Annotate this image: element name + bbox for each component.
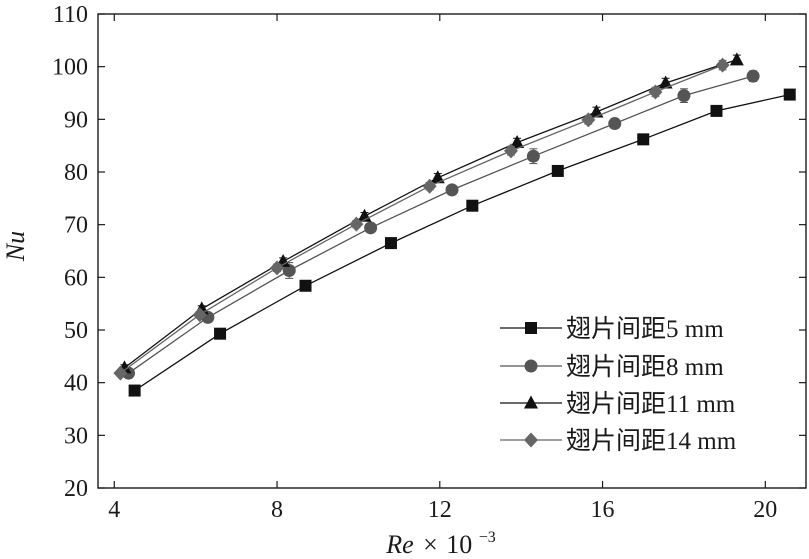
y-tick-label: 20 [64, 476, 88, 502]
circle-marker [524, 359, 538, 373]
y-tick-label: 100 [52, 55, 88, 81]
legend-item-5mm: 翅片间距5 mm [500, 315, 724, 343]
legend-box [498, 312, 784, 464]
circle-marker [608, 117, 622, 131]
series-square [128, 88, 796, 397]
x-axis-title-main: Re [385, 530, 413, 559]
square-marker [525, 322, 537, 334]
square-marker [783, 88, 796, 101]
circle-marker [282, 263, 296, 277]
diamond-marker [113, 365, 128, 381]
x-axis-title-times: × [423, 530, 438, 559]
diamond-marker [349, 216, 364, 232]
legend-marker-diamond [524, 432, 538, 448]
triangle-marker [524, 395, 538, 409]
square-marker [128, 384, 141, 397]
diamond-marker [192, 307, 207, 323]
legend-label-5mm: 翅片间距5 mm [566, 315, 724, 343]
x-tick-label: 20 [753, 497, 777, 523]
y-tick-label: 50 [64, 318, 88, 344]
legend-marker-triangle [524, 395, 538, 409]
circle-marker [677, 89, 691, 103]
diamond-marker [422, 178, 437, 194]
y-axis-ticks: 20 30 40 50 60 70 80 90 100 110 [52, 2, 806, 502]
square-marker [299, 279, 312, 292]
square-marker [637, 133, 650, 146]
series-diamond [113, 57, 730, 381]
diamond-marker [270, 260, 285, 276]
square-marker [551, 164, 564, 177]
legend-label-8mm: 翅片间距8 mm [566, 353, 724, 381]
x-axis-ticks: 4 8 12 16 20 [108, 14, 777, 523]
square-marker [214, 327, 227, 340]
plot-border [97, 13, 807, 489]
y-tick-label: 60 [64, 265, 88, 291]
diamond-marker [581, 112, 596, 128]
legend-item-8mm: 翅片间距8 mm [500, 353, 724, 381]
y-tick-label: 110 [53, 2, 88, 28]
y-tick-label: 30 [64, 423, 88, 449]
square-marker [466, 199, 479, 212]
legend-label-14mm: 翅片间距14 mm [566, 427, 737, 455]
series-layer [113, 52, 796, 397]
y-axis-title: Nu [1, 231, 30, 262]
x-axis-title-exponent: −3 [479, 529, 496, 546]
triangle-marker [430, 170, 445, 184]
legend-label-11mm: 翅片间距11 mm [566, 390, 736, 418]
triangle-marker [589, 104, 604, 118]
diamond-marker [648, 84, 663, 100]
legend-item-14mm: 翅片间距14 mm [500, 427, 737, 455]
circle-marker [445, 183, 459, 197]
y-tick-label: 80 [64, 160, 88, 186]
y-tick-label: 40 [64, 371, 88, 397]
y-tick-label: 70 [64, 213, 88, 239]
legend: 翅片间距5 mm 翅片间距8 mm 翅片间距11 mm 翅片间距14 mm [498, 312, 784, 464]
diamond-marker [504, 143, 518, 159]
circle-marker [364, 221, 378, 235]
diamond-marker [524, 432, 538, 448]
triangle-marker [729, 52, 744, 66]
x-tick-label: 16 [591, 497, 615, 523]
x-tick-label: 4 [108, 497, 120, 523]
diamond-marker [715, 57, 730, 73]
x-tick-label: 12 [428, 497, 452, 523]
y-tick-label: 90 [64, 107, 88, 133]
plot-frame [97, 13, 807, 489]
circle-marker [526, 149, 540, 163]
legend-marker-circle [524, 359, 538, 373]
square-marker [384, 237, 397, 250]
circle-marker [746, 69, 760, 83]
x-tick-label: 8 [271, 497, 283, 523]
x-axis-title: Re × 10 −3 [385, 529, 496, 559]
triangle-marker [658, 75, 673, 89]
square-marker [710, 104, 723, 117]
x-axis-title-base: 10 [446, 530, 472, 559]
legend-item-11mm: 翅片间距11 mm [500, 390, 736, 418]
legend-marker-square [525, 322, 537, 334]
triangle-marker [510, 135, 525, 149]
